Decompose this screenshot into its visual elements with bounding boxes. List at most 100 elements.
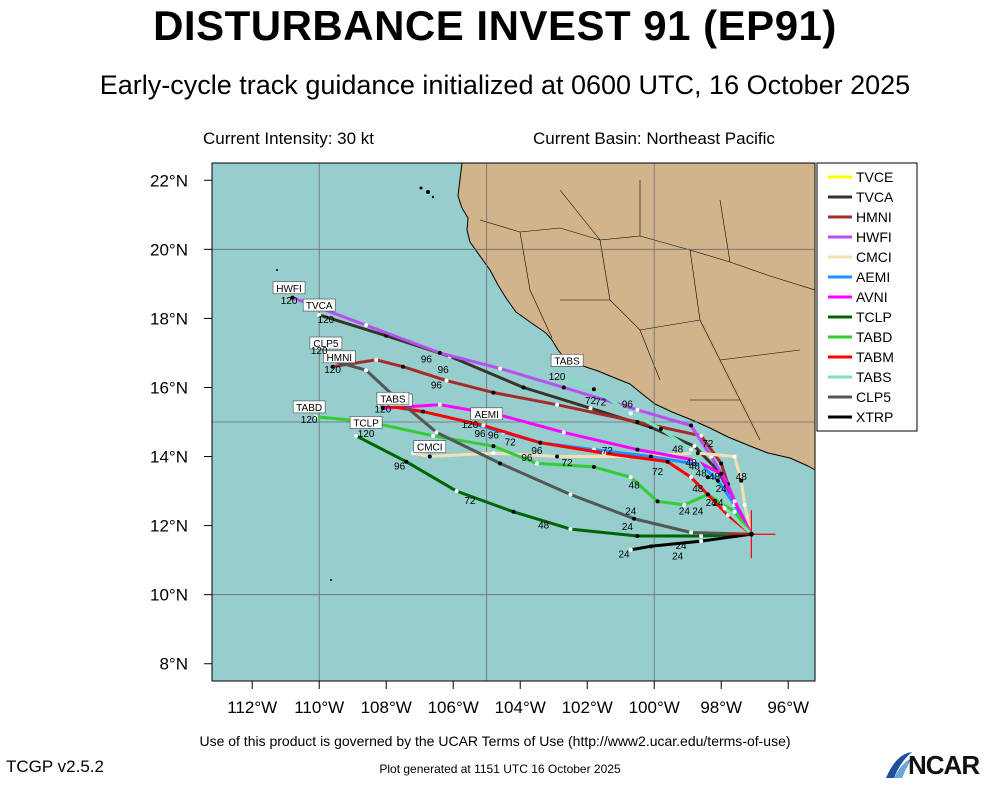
track-point <box>699 539 704 544</box>
current-intensity: Current Intensity: 30 kt <box>203 129 375 148</box>
map-frame <box>211 162 816 682</box>
track-point <box>682 502 687 507</box>
forecast-hour-label: 72 <box>702 439 714 450</box>
forecast-hour-label: 72 <box>652 467 664 478</box>
track-point <box>695 451 700 456</box>
ncar-logo-icon <box>886 752 912 778</box>
forecast-hour-label: 24 <box>712 498 724 509</box>
lon-tick-label: 98°W <box>700 698 742 717</box>
forecast-tracks <box>290 295 753 552</box>
track-point <box>665 459 670 464</box>
track-point <box>555 402 560 407</box>
track-id-box <box>470 407 504 421</box>
track-point <box>561 385 566 390</box>
track-point <box>400 364 405 369</box>
track-point <box>534 461 539 466</box>
track-point <box>732 454 737 459</box>
forecast-hour-label: 96 <box>474 429 486 440</box>
legend-label-xtrp: XTRP <box>856 409 893 425</box>
track-point <box>742 502 747 507</box>
track-point <box>330 364 335 369</box>
ncar-logo: NCAR <box>884 748 990 780</box>
track-point <box>689 475 694 480</box>
track-point <box>491 444 496 449</box>
track-point <box>719 471 724 476</box>
legend-label-tabs: TABS <box>856 369 892 385</box>
state-borders <box>479 180 815 441</box>
lon-tick-label: 100°W <box>629 698 680 717</box>
track-point <box>555 454 560 459</box>
forecast-hour-label: 120 <box>375 405 392 416</box>
forecast-hour-label: 72 <box>464 496 476 507</box>
legend-label-cmci: CMCI <box>856 249 892 265</box>
islands <box>276 186 435 581</box>
track-id-label: CLP5 <box>313 339 338 350</box>
track-id-box <box>322 350 356 364</box>
track-point <box>561 430 566 435</box>
track-point <box>364 368 369 373</box>
map-subtitle: Early-cycle track guidance initialized a… <box>99 70 911 100</box>
track-point <box>591 464 596 469</box>
track-id-label: TCLP <box>353 418 379 429</box>
track-point <box>431 433 436 438</box>
lat-tick-label: 20°N <box>150 240 188 259</box>
forecast-hour-label: 48 <box>696 469 708 480</box>
forecast-hour-label: 48 <box>685 458 697 469</box>
track-id-box <box>413 440 447 453</box>
forecast-hour-label: 24 <box>625 507 637 518</box>
track-point <box>421 409 426 414</box>
legend-label-tclp: TCLP <box>856 309 892 325</box>
track-point <box>632 516 637 521</box>
legend-label-tvca: TVCA <box>856 189 894 205</box>
map-axes: 112°W 110°W 108°W 106°W 104°W 102°W 100°W 98°W 9… <box>150 171 809 717</box>
forecast-hour-label: 72 <box>562 458 574 469</box>
forecast-hour-label: 96 <box>438 365 450 376</box>
track-point <box>374 357 379 362</box>
forecast-hour-label: 120 <box>318 315 335 326</box>
lat-tick-label: 18°N <box>150 309 188 328</box>
track-point <box>354 433 359 438</box>
map-title: DISTURBANCE INVEST 91 (EP91) <box>153 2 837 49</box>
lat-tick-label: 16°N <box>150 378 188 397</box>
track-id-label: TABS <box>554 356 580 367</box>
track-id-label: CMCI <box>417 443 443 454</box>
track-id-label: HMNI <box>327 353 353 364</box>
track-id-label: AEMI <box>474 410 498 421</box>
forecast-hour-label: 96 <box>531 446 543 457</box>
forecast-hour-label: 24 <box>622 522 634 533</box>
forecast-hour-label: 96 <box>394 462 406 473</box>
track-point <box>454 489 459 494</box>
track-point <box>568 527 573 532</box>
forecast-hour-label: 48 <box>629 481 641 492</box>
track-point <box>648 544 653 549</box>
forecast-hour-label: 48 <box>736 472 748 483</box>
track-point <box>491 390 496 395</box>
track-point <box>317 312 322 317</box>
track-tabm <box>378 403 753 536</box>
generated-timestamp: Plot generated at 1151 UTC 16 October 20… <box>379 762 621 776</box>
track-point <box>635 407 640 412</box>
legend-label-hwfi: HWFI <box>856 229 892 245</box>
legend-label-avni: AVNI <box>856 289 888 305</box>
forecast-hour-label: 24 <box>618 550 630 561</box>
track-point <box>692 444 697 449</box>
legend-box <box>816 162 918 432</box>
forecast-hour-label: 72 <box>602 446 614 457</box>
track-point <box>689 530 694 535</box>
track-point <box>628 547 633 552</box>
forecast-hour-label: 120 <box>324 365 341 376</box>
track-point <box>380 406 385 411</box>
track-point <box>732 499 737 504</box>
track-point <box>444 378 449 383</box>
current-position-marker <box>727 510 776 559</box>
track-point <box>739 478 744 483</box>
track-point <box>628 411 633 416</box>
forecast-hour-label: 48 <box>538 520 550 531</box>
forecast-hour-label: 120 <box>281 296 298 307</box>
forecast-hour-label: 96 <box>431 380 443 391</box>
track-point <box>313 414 318 419</box>
track-id-box <box>292 400 326 414</box>
track-point <box>511 509 516 514</box>
forecast-hour-label: 96 <box>421 355 433 366</box>
